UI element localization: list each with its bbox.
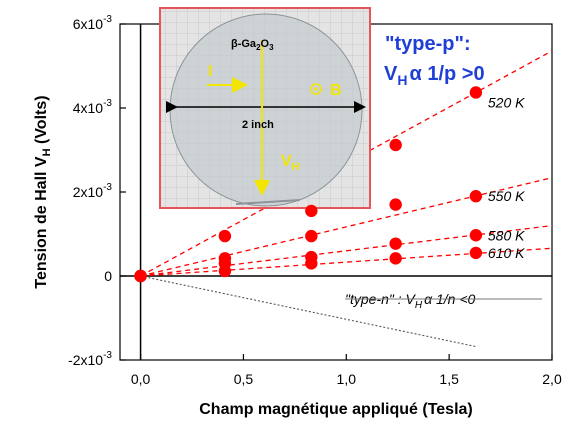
y-axis-title: Tension de Hall VH (Volts): [33, 95, 53, 288]
data-point: [469, 86, 483, 99]
material-label: β-Ga2O3: [231, 38, 274, 52]
fit-line: [140, 177, 552, 277]
fit-line: [140, 247, 552, 277]
data-points-layer: [134, 86, 483, 283]
series-label: 520 K: [488, 94, 525, 110]
series-label: 580 K: [488, 227, 525, 243]
data-point: [305, 204, 318, 218]
fit-line: [140, 224, 552, 277]
data-point: [389, 198, 402, 211]
current-label: I: [208, 63, 212, 80]
data-point: [218, 229, 232, 243]
x-tick-label: 0,5: [234, 371, 254, 387]
data-point: [134, 269, 147, 283]
y-tick-label: 0: [104, 268, 112, 284]
type-p-title: "type-p":: [385, 33, 471, 55]
data-point: [389, 252, 402, 265]
y-tick-label: 6x10-3: [73, 14, 113, 32]
type-n-trend-line: [140, 275, 476, 348]
x-tick-label: 0,0: [131, 371, 151, 387]
x-axis-title: Champ magnétique appliqué (Tesla): [199, 401, 473, 418]
data-point: [218, 264, 232, 278]
size-label: 2 inch: [242, 119, 274, 131]
data-point: [389, 138, 402, 152]
y-tick-label: -2x10-3: [68, 350, 112, 368]
x-tick-label: 1,0: [337, 371, 357, 387]
y-tick-label: 2x10-3: [73, 182, 113, 200]
axes-layer: [120, 24, 552, 360]
data-point: [305, 229, 318, 243]
data-point: [469, 190, 483, 203]
x-tick-label: 1,5: [439, 371, 459, 387]
x-tick-label: 2,0: [542, 371, 562, 387]
wafer-flat: [235, 199, 301, 205]
data-point: [389, 237, 402, 250]
series-label: 610 K: [488, 245, 525, 261]
vh-label: VH: [281, 153, 300, 173]
data-point: [305, 257, 318, 270]
ticks-layer: 0,0 0,5 1,0 1,5 2,0 -2x10-3 0 2x10-3 4x10-3 6x10-…: [68, 14, 562, 387]
series-labels-layer: 520 K 550 K 580 K 610 K: [488, 94, 525, 260]
field-dot-icon: [314, 87, 318, 91]
wafer-photo-inset: β-Ga2O3 2 inch I B VH: [159, 7, 371, 209]
data-point: [469, 246, 483, 260]
field-out-of-plane-icon: [310, 83, 322, 95]
data-point: [469, 229, 483, 242]
series-label: 550 K: [488, 188, 525, 204]
type-n-relation: "type-n" : VH α 1/n <0: [345, 291, 475, 311]
y-tick-label: 4x10-3: [73, 98, 113, 116]
field-label: B: [330, 82, 342, 99]
type-p-relation: VH α 1/p >0: [384, 63, 485, 88]
